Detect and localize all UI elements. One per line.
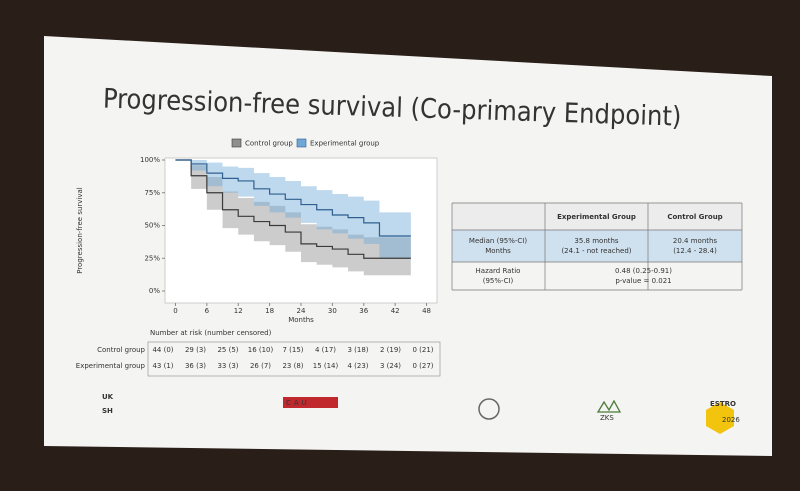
logo-zks: ZKS — [600, 414, 614, 422]
x-tick-label: 12 — [234, 307, 243, 315]
logo-seal — [478, 398, 500, 420]
row-label: Median (95%-CI) — [469, 237, 527, 245]
x-tick-label: 6 — [205, 307, 210, 315]
y-tick-label: 50% — [144, 222, 160, 230]
risk-cell: 3 (18) — [347, 346, 368, 354]
logo-estro: 2026 — [722, 416, 740, 424]
cell-text: (24.1 - not reached) — [561, 247, 631, 255]
x-tick-label: 18 — [265, 307, 274, 315]
risk-box — [147, 341, 441, 377]
row-label: Months — [485, 247, 511, 255]
logo-cau: CAU — [286, 399, 310, 407]
risk-row-label: Control group — [97, 346, 145, 354]
logo-estro: ESTRO — [710, 400, 736, 408]
x-tick-label: 24 — [297, 307, 306, 315]
risk-title: Number at risk (number censored) — [150, 329, 272, 337]
ci-band — [175, 160, 411, 276]
row-label: Hazard Ratio — [476, 267, 521, 275]
cell-text: 0.48 (0.25-0.91) — [615, 267, 672, 275]
risk-cell: 23 (8) — [282, 362, 303, 370]
risk-cell: 7 (15) — [282, 346, 303, 354]
y-tick-label: 25% — [144, 254, 160, 262]
risk-cell: 43 (1) — [152, 362, 173, 370]
legend-label: Experimental group — [310, 140, 380, 148]
y-axis-label: Progression-free survival — [76, 187, 84, 274]
logo-ukh: SH — [102, 407, 113, 415]
km-curve — [175, 159, 411, 237]
x-tick-label: 30 — [328, 307, 337, 315]
x-tick-label: 42 — [391, 307, 400, 315]
risk-cell: 3 (24) — [380, 362, 401, 370]
x-tick-label: 36 — [359, 307, 368, 315]
risk-cell: 33 (3) — [217, 362, 238, 370]
cell-text: 20.4 months — [673, 237, 718, 245]
logo-estro-hex — [706, 402, 734, 434]
risk-cell: 0 (27) — [412, 362, 433, 370]
x-axis-label: Months — [288, 316, 314, 324]
logo-ukh: UK — [102, 393, 114, 401]
cell-text: 35.8 months — [574, 237, 619, 245]
x-tick-label: 48 — [422, 307, 431, 315]
row-label: (95%-CI) — [483, 277, 514, 285]
y-tick-label: 75% — [144, 189, 160, 197]
risk-cell: 26 (7) — [250, 362, 271, 370]
legend-swatch — [231, 138, 242, 148]
ci-band — [175, 160, 411, 259]
cell-text: (12.4 - 28.4) — [673, 247, 717, 255]
risk-cell: 36 (3) — [185, 362, 206, 370]
risk-cell: 0 (21) — [412, 346, 433, 354]
median-row — [452, 230, 742, 262]
column-header: Experimental Group — [557, 213, 636, 221]
risk-cell: 2 (19) — [380, 346, 401, 354]
risk-cell: 15 (14) — [313, 362, 339, 370]
plot-area — [164, 157, 438, 304]
risk-cell: 4 (23) — [347, 362, 368, 370]
cell-text: p-value = 0.021 — [615, 277, 671, 285]
risk-cell: 29 (3) — [185, 346, 206, 354]
risk-cell: 4 (17) — [315, 346, 336, 354]
logo-zks-mark — [596, 399, 622, 413]
x-tick-label: 0 — [173, 307, 177, 315]
column-header: Control Group — [667, 213, 722, 221]
km-curve — [175, 159, 411, 259]
risk-cell: 16 (10) — [248, 346, 274, 354]
legend-label: Control group — [245, 140, 293, 148]
y-tick-label: 0% — [149, 287, 160, 295]
y-tick-label: 100% — [140, 156, 160, 164]
risk-row-label: Experimental group — [76, 362, 146, 370]
risk-cell: 25 (5) — [217, 346, 238, 354]
logo-cau-box — [283, 397, 338, 408]
risk-cell: 44 (0) — [152, 346, 173, 354]
legend-swatch — [296, 138, 307, 148]
header-row — [452, 203, 742, 230]
